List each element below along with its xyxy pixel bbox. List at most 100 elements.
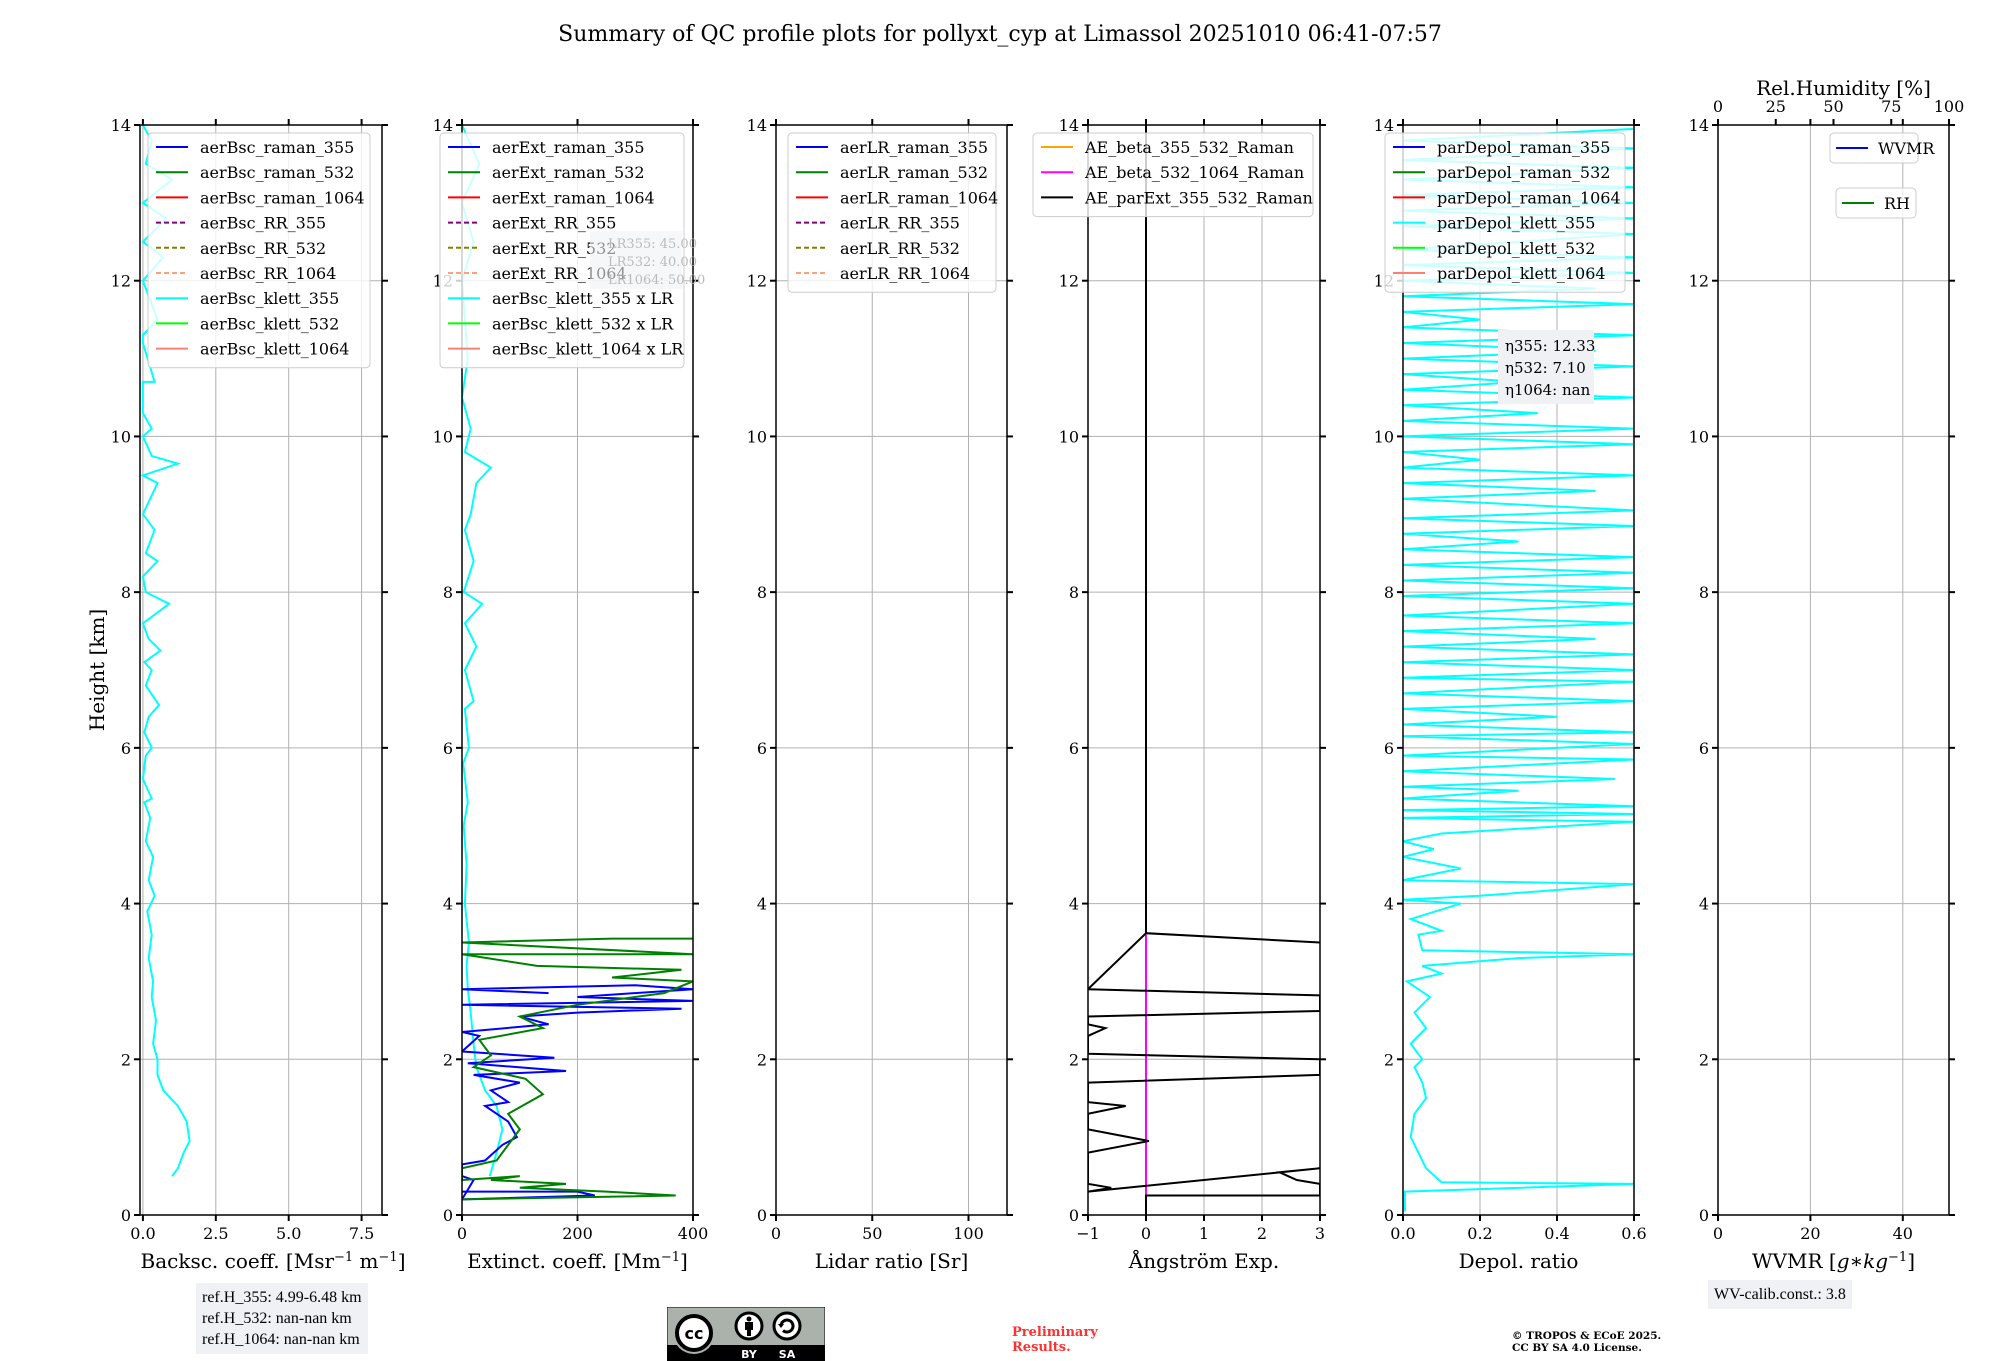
legend-entry: aerBsc_klett_532	[200, 314, 339, 333]
annotation-box	[590, 231, 682, 289]
series-AE_parExt_355_532_Raman	[1088, 125, 1320, 1215]
x-tick-label: 0	[1141, 1224, 1151, 1243]
x-tick-label: 2.5	[203, 1224, 228, 1243]
x-axis-label: Backsc. coeff. [Msr−1 m−1]	[141, 1249, 406, 1273]
axes-frame	[1717, 124, 1950, 1216]
sa-label: SA	[779, 1348, 796, 1361]
y-tick-label: 10	[747, 427, 767, 446]
y-tick-label: 8	[443, 583, 453, 602]
x-tick-label: 40	[1893, 1224, 1913, 1243]
y-tick-label: 10	[1059, 427, 1079, 446]
y-tick-label: 0	[757, 1206, 767, 1225]
y-tick-label: 14	[433, 116, 453, 135]
y-tick-label: 8	[1069, 583, 1079, 602]
y-tick-label: 6	[1699, 739, 1709, 758]
y-tick-label: 4	[443, 895, 453, 914]
preliminary-line-1: Preliminary	[1012, 1325, 1098, 1340]
x-tick-label: 0.0	[130, 1224, 155, 1243]
legend-entry: aerBsc_RR_355	[200, 214, 326, 233]
legend-entry: aerLR_RR_355	[840, 214, 960, 233]
x-axis-label: Lidar ratio [Sr]	[815, 1249, 969, 1273]
x-axis-label: Depol. ratio	[1459, 1249, 1579, 1273]
legend-entry: aerExt_RR_532	[492, 239, 616, 258]
x-tick-label: 0	[457, 1224, 467, 1243]
top-x-tick-label: 0	[1713, 97, 1723, 116]
reference-height-box: ref.H_355: 4.99-6.48 km ref.H_532: nan-n…	[196, 1283, 368, 1354]
legend: aerBsc_raman_355 aerBsc_raman_532 aerBsc_r…	[147, 132, 371, 369]
x-tick-label: 0	[771, 1224, 781, 1243]
legend-box	[147, 132, 371, 369]
y-tick-label: 12	[1059, 272, 1079, 291]
x-tick-label: 50	[862, 1224, 882, 1243]
y-tick-label: 0	[121, 1206, 131, 1225]
axes-frame	[1402, 124, 1635, 1216]
ref-height-532: ref.H_532: nan-nan km	[202, 1310, 352, 1327]
x-tick-label: 100	[953, 1224, 984, 1243]
ref-height-1064: ref.H_1064: nan-nan km	[202, 1331, 360, 1348]
y-tick-label: 8	[1384, 583, 1394, 602]
panel-backscatter: 0.0 2.5 5.0 7.5 0 2 4 6 8 10 12 14 Backsc. coeff. [M…	[111, 116, 406, 1273]
series-parDepol_klett_355	[1403, 127, 1634, 1212]
legend-entry: aerBsc_raman_355	[200, 138, 354, 157]
annotation-text: LR355: 45.00	[608, 237, 697, 252]
series-aerBsc_klett_355	[140, 125, 191, 1177]
copyright-line-2: CC BY SA 4.0 License.	[1512, 1342, 1642, 1354]
top-x-tick-label: 50	[1823, 97, 1843, 116]
y-tick-label: 6	[1069, 739, 1079, 758]
legend-entry: aerBsc_klett_1064	[200, 340, 349, 359]
top-x-tick-label: 75	[1881, 97, 1901, 116]
x-tick-label: 5.0	[276, 1224, 301, 1243]
y-tick-label: 10	[433, 427, 453, 446]
x-tick-label: 2	[1257, 1224, 1267, 1243]
x-tick-label: −1	[1076, 1224, 1100, 1243]
y-tick-label: 8	[121, 583, 131, 602]
top-x-tick-label: 100	[1934, 97, 1965, 116]
series-aerExt_raman_355	[462, 984, 693, 1201]
legend-entry: aerExt_raman_355	[492, 138, 645, 157]
annotation-text: LR532: 40.00	[608, 255, 697, 270]
legend-entry: aerBsc_klett_1064 x LR	[492, 340, 684, 359]
legend-entry: AE_beta_355_532_Raman	[1084, 138, 1294, 157]
y-tick-label: 12	[1689, 272, 1709, 291]
legend-entry: aerBsc_raman_532	[200, 163, 354, 182]
legend-entry: aerBsc_raman_1064	[200, 188, 365, 207]
annotation-box	[1498, 330, 1594, 404]
legend-entry: parDepol_klett_355	[1437, 214, 1595, 233]
eta-annotation: η355: 12.33 η532: 7.10 η1064: nan	[1498, 330, 1595, 404]
y-tick-label: 14	[747, 116, 767, 135]
x-tick-label: 7.5	[349, 1224, 374, 1243]
legend-entry: aerBsc_RR_532	[200, 239, 326, 258]
legend-entry: aerBsc_klett_355 x LR	[492, 289, 674, 308]
y-tick-label: 2	[757, 1050, 767, 1069]
legend-box	[439, 132, 685, 369]
y-tick-label: 4	[757, 895, 767, 914]
annotation-text: η532: 7.10	[1505, 359, 1586, 377]
copyright-notice: © TROPOS & ECoE 2025. CC BY SA 4.0 Licen…	[1512, 1330, 1661, 1354]
y-tick-label: 10	[1689, 427, 1709, 446]
y-tick-label: 14	[111, 116, 131, 135]
legend-entry: aerBsc_klett_355	[200, 289, 339, 308]
x-tick-label: 400	[678, 1224, 709, 1243]
legend: aerLR_raman_355 aerLR_raman_532 aerLR_rama…	[787, 132, 998, 293]
y-tick-label: 10	[111, 427, 131, 446]
panel-extinction: 020040002468101214Extinct. coeff. [Mm−1]…	[433, 116, 709, 1273]
legend-entry: aerExt_RR_355	[492, 214, 616, 233]
y-tick-label: 14	[1059, 116, 1079, 135]
legend-entry: parDepol_klett_532	[1437, 239, 1595, 258]
legend-entry: aerLR_raman_532	[840, 163, 988, 182]
x-tick-label: 1	[1199, 1224, 1209, 1243]
y-tick-label: 0	[1699, 1206, 1709, 1225]
y-axis-label: Height [km]	[85, 609, 109, 731]
y-tick-label: 8	[1699, 583, 1709, 602]
wv-calibration-box: WV-calib.const.: 3.8	[1708, 1280, 1852, 1309]
y-tick-label: 4	[1069, 895, 1079, 914]
legend-box	[787, 132, 997, 293]
y-tick-label: 4	[1384, 895, 1394, 914]
y-tick-label: 12	[111, 272, 131, 291]
copyright-line-1: © TROPOS & ECoE 2025.	[1512, 1330, 1662, 1342]
y-tick-label: 8	[757, 583, 767, 602]
x-axis-label: WVMR [g∗kg−1]	[1752, 1249, 1915, 1273]
